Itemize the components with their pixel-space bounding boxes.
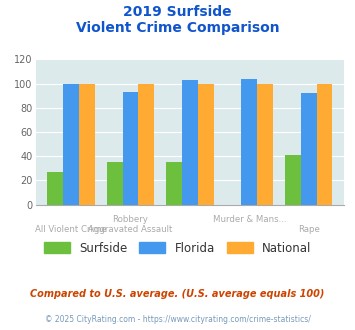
- Text: Robbery: Robbery: [113, 215, 148, 224]
- Text: Violent Crime Comparison: Violent Crime Comparison: [76, 21, 279, 35]
- Bar: [182, 80, 198, 205]
- Bar: [166, 162, 182, 205]
- Bar: [241, 79, 257, 205]
- Bar: [138, 83, 154, 205]
- Text: All Violent Crime: All Violent Crime: [36, 225, 107, 234]
- Text: Compared to U.S. average. (U.S. average equals 100): Compared to U.S. average. (U.S. average …: [30, 289, 325, 299]
- Bar: [79, 83, 95, 205]
- Legend: Surfside, Florida, National: Surfside, Florida, National: [39, 237, 316, 259]
- Text: Murder & Mans...: Murder & Mans...: [213, 215, 286, 224]
- Text: Aggravated Assault: Aggravated Assault: [88, 225, 173, 234]
- Bar: [122, 92, 138, 205]
- Bar: [317, 83, 333, 205]
- Text: 2019 Surfside: 2019 Surfside: [123, 5, 232, 19]
- Bar: [198, 83, 214, 205]
- Text: Rape: Rape: [298, 225, 320, 234]
- Bar: [285, 155, 301, 205]
- Bar: [47, 172, 63, 205]
- Bar: [257, 83, 273, 205]
- Bar: [301, 93, 317, 205]
- Bar: [63, 83, 79, 205]
- Text: © 2025 CityRating.com - https://www.cityrating.com/crime-statistics/: © 2025 CityRating.com - https://www.city…: [45, 315, 310, 324]
- Bar: [107, 162, 122, 205]
